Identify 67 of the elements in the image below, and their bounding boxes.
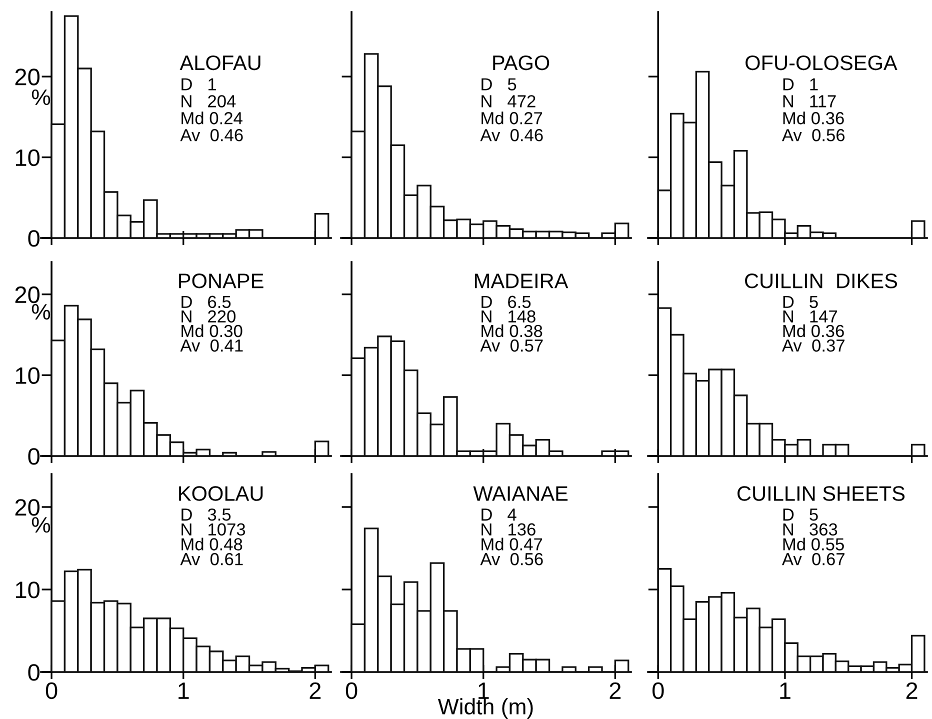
y-axis-title: % <box>32 90 50 106</box>
text: PAGO <box>493 55 550 70</box>
annotation: Av 0.37 <box>782 339 844 352</box>
annotation: N 220 <box>182 310 236 323</box>
annotation: N 136 <box>482 523 536 536</box>
annotation: D 6.5 <box>182 296 231 308</box>
annotation: D 3.5 <box>182 508 231 521</box>
y-tick-label: 20 <box>15 286 40 304</box>
annotation: Av 0.56 <box>480 553 543 566</box>
y-tick-label: 10 <box>16 149 40 166</box>
annotation: Av 0.61 <box>180 553 243 566</box>
annotation: Av 0.56 <box>782 129 845 142</box>
annotation: N 363 <box>783 523 838 536</box>
annotation: Md 0.38 <box>482 324 542 338</box>
x-tick-label: 0 <box>46 682 58 700</box>
annotation: D 1 <box>783 78 818 90</box>
x-axis-title: Width (m) <box>438 698 533 719</box>
annotation: Md 0.55 <box>783 538 844 550</box>
y-tick-label: 10 <box>16 367 40 384</box>
annotation: Md 0.30 <box>182 324 242 338</box>
y-axis-title: % <box>32 304 50 320</box>
chart-title: WAIANAE <box>473 486 568 501</box>
text: OFU-OLOSEGA <box>746 55 898 70</box>
x-tick-label: 0 <box>652 682 664 700</box>
y-tick-label: 20 <box>15 68 40 86</box>
x-tick-label: 2 <box>610 682 621 699</box>
annotation: Md 0.36 <box>783 324 844 338</box>
y-tick-label: 0 <box>28 448 40 465</box>
y-tick-label: 10 <box>16 582 40 598</box>
y-axis-title: % <box>32 517 50 533</box>
chart-title: PONAPE <box>179 274 264 288</box>
annotation: D 5 <box>482 78 516 90</box>
annotation: Av 0.41 <box>180 339 243 352</box>
chart-title: MADEIRA <box>475 274 568 288</box>
annotation: D 4 <box>482 508 516 521</box>
annotation: N 148 <box>482 310 536 323</box>
annotation: Md 0.36 <box>783 112 844 124</box>
y-tick-label: 0 <box>28 664 40 681</box>
y-tick-label: 20 <box>15 499 40 516</box>
annotation: N 472 <box>482 95 536 108</box>
text: ALOFAU <box>180 55 260 70</box>
annotation: Md 0.24 <box>182 112 242 124</box>
annotation: D 5 <box>783 508 818 521</box>
x-tick-label: 2 <box>906 682 918 699</box>
annotation: Md 0.47 <box>482 538 542 550</box>
annotation: Av 0.67 <box>782 553 844 566</box>
annotation: D 5 <box>783 296 818 308</box>
annotation: N 1073 <box>182 523 246 536</box>
annotation: Av 0.46 <box>180 129 243 142</box>
annotation: N 147 <box>783 310 838 322</box>
x-tick-label: 1 <box>780 682 790 699</box>
annotation: N 204 <box>182 95 236 108</box>
x-tick-label: 1 <box>178 682 189 699</box>
annotation: D 1 <box>182 78 216 90</box>
y-tick-label: 0 <box>28 230 40 247</box>
chart-title: CUILLIN DIKES <box>745 274 898 288</box>
x-tick-label: 0 <box>346 682 358 700</box>
x-tick-label: 2 <box>310 682 321 699</box>
annotation: Av 0.46 <box>480 129 543 142</box>
annotation: Md 0.48 <box>182 538 242 550</box>
chart-title: CUILLIN SHEETS <box>738 486 905 501</box>
annotation: D 6.5 <box>482 296 531 308</box>
annotation: Md 0.27 <box>482 112 542 124</box>
annotation: Av 0.57 <box>480 339 543 352</box>
annotation: N 117 <box>783 95 836 108</box>
x-tick-label: 1 <box>478 682 489 699</box>
chart-title: KOOLAU <box>179 486 263 501</box>
